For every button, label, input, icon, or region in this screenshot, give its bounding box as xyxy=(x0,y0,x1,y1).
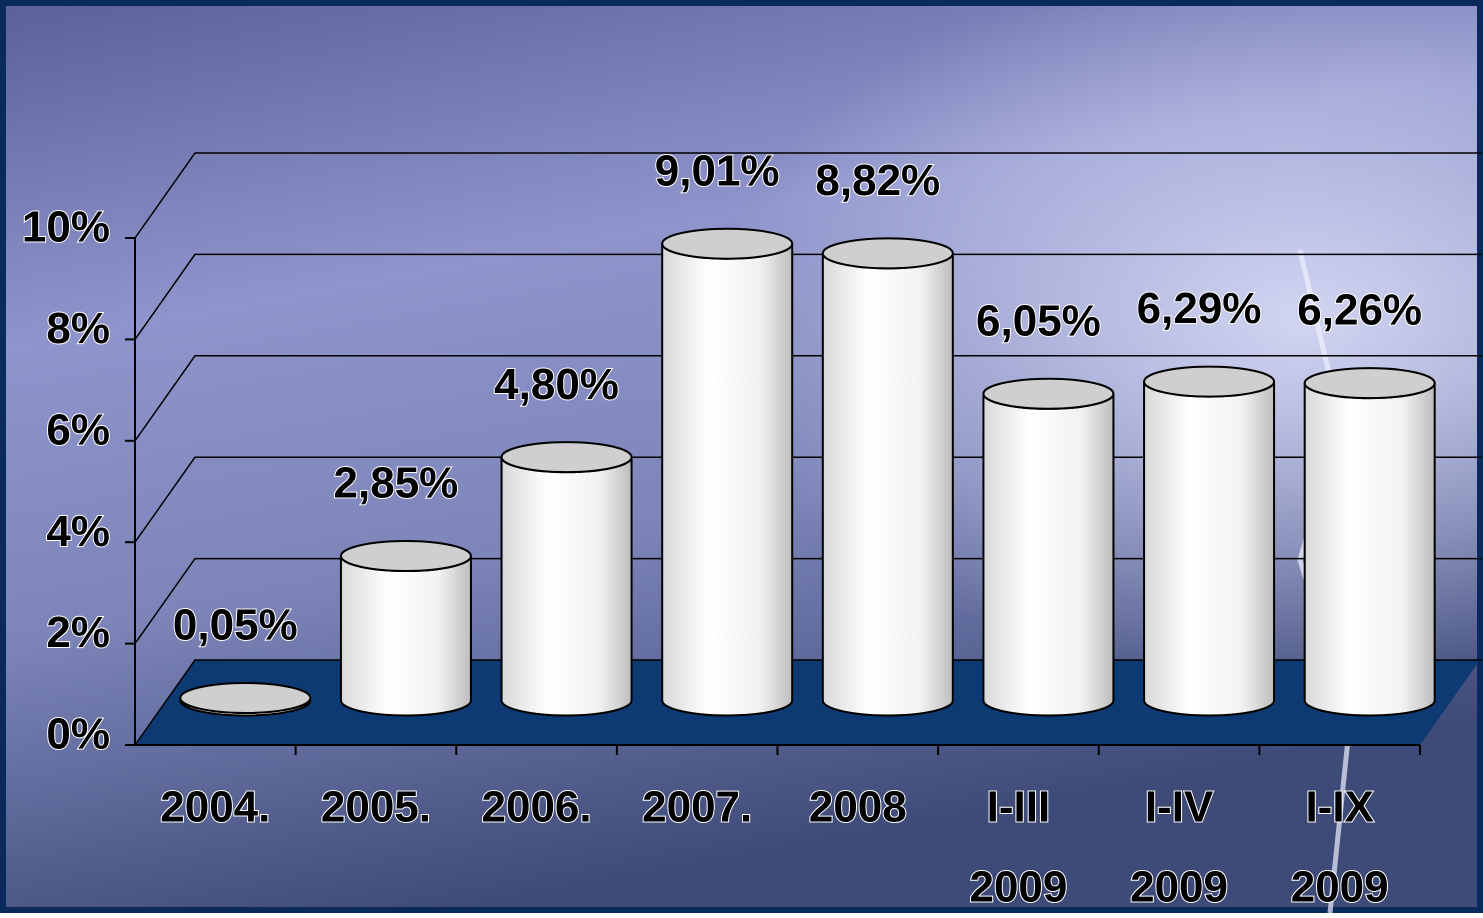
bar xyxy=(500,456,633,717)
x-tick-label: I-IX xyxy=(1305,783,1373,832)
bar xyxy=(821,253,954,717)
bar-top xyxy=(821,237,954,270)
bar xyxy=(1143,381,1276,717)
grid-line xyxy=(134,152,1482,239)
bar-top xyxy=(500,441,633,474)
bar-top xyxy=(179,681,312,714)
x-tick-label: 2006. xyxy=(482,783,592,832)
bar xyxy=(982,393,1115,717)
value-label: 6,29% xyxy=(1137,284,1262,333)
y-tick-label: 2% xyxy=(46,608,110,657)
bar xyxy=(339,555,472,717)
value-label: 2,85% xyxy=(334,459,459,508)
x-tick-label: 2005. xyxy=(321,783,431,832)
bar-top xyxy=(1303,367,1436,400)
value-label: 6,05% xyxy=(976,296,1101,345)
grid-line xyxy=(134,253,1482,340)
bar-top xyxy=(661,227,794,260)
lightning xyxy=(1297,249,1353,914)
x-tick-label: 2009 xyxy=(969,863,1067,912)
x-tick-label: 2008 xyxy=(809,783,907,832)
y-tick-label: 4% xyxy=(46,507,110,556)
y-tick-label: 8% xyxy=(46,304,110,353)
value-label: 6,26% xyxy=(1297,286,1422,335)
bar-top xyxy=(1143,365,1276,398)
y-tick-label: 0% xyxy=(46,710,110,759)
bar-top xyxy=(982,377,1115,410)
x-tick-label: I-IV xyxy=(1145,783,1214,832)
floor xyxy=(135,660,1480,745)
value-label: 8,82% xyxy=(815,156,940,205)
grid-line xyxy=(134,355,1482,442)
bar xyxy=(661,243,794,717)
x-tick-label: 2004. xyxy=(160,783,270,832)
y-tick-label: 10% xyxy=(22,203,110,252)
value-label: 4,80% xyxy=(494,360,619,409)
y-tick-label: 6% xyxy=(46,405,110,454)
value-label: 9,01% xyxy=(655,146,780,195)
x-tick-label: 2009 xyxy=(1130,863,1228,912)
x-tick-label: I-III xyxy=(987,783,1051,832)
bar xyxy=(1303,382,1436,717)
x-tick-label: 2007. xyxy=(642,783,752,832)
x-tick-label: 2009 xyxy=(1291,863,1389,912)
bar-top xyxy=(339,540,472,573)
value-label: 0,05% xyxy=(173,601,298,650)
